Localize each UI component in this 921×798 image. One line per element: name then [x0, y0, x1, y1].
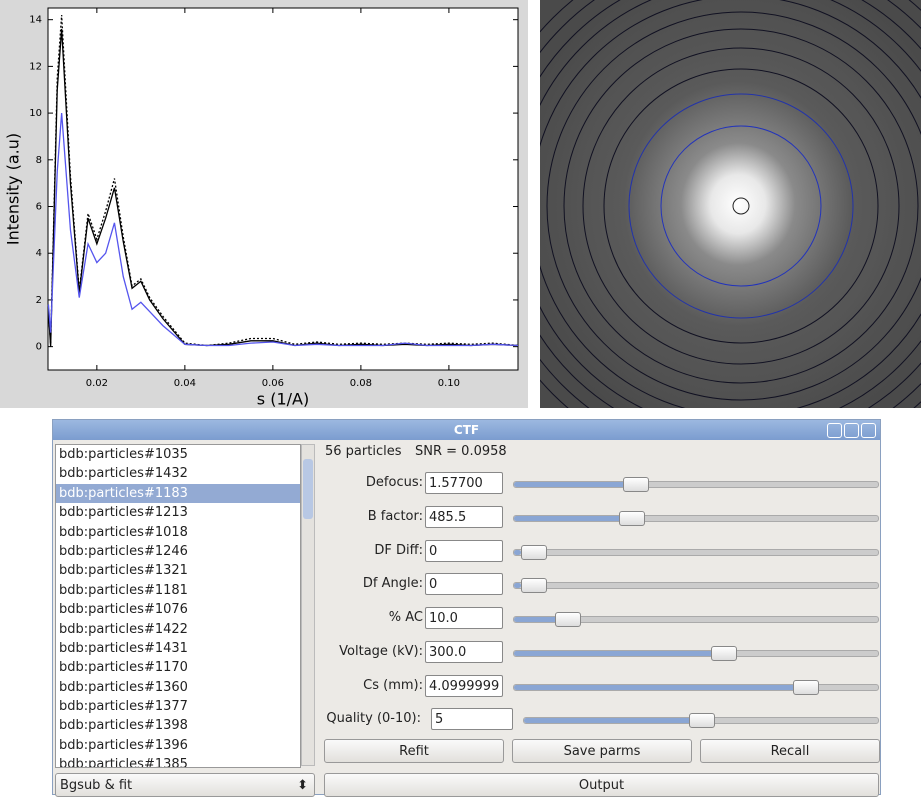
intensity-plot: s (1/A) Intensity (a.u) 0 2 4 6 8 10 12 14 0.02 0…: [0, 0, 528, 408]
y-tick-label: 0: [36, 342, 42, 353]
slider-handle[interactable]: [711, 646, 738, 661]
slider[interactable]: [513, 680, 879, 695]
particle-item[interactable]: bdb:particles#1422: [59, 621, 188, 637]
y-tick-label: 4: [36, 248, 42, 259]
particle-item[interactable]: bdb:particles#1377: [59, 699, 188, 715]
mode-combobox[interactable]: Bgsub & fit ⬍: [55, 773, 315, 797]
particle-list[interactable]: bdb:particles#1035 bdb:particles#1432 bdb:…: [55, 444, 301, 768]
ctf-rings: [540, 0, 921, 408]
particle-item[interactable]: bdb:particles#1213: [59, 505, 188, 521]
x-tick-label: 0.08: [350, 378, 372, 389]
field-input[interactable]: 485.5: [425, 506, 503, 528]
field-input[interactable]: 1.57700: [425, 472, 503, 494]
y-tick-label: 8: [36, 155, 42, 166]
slider-fill: [514, 516, 627, 521]
particle-item[interactable]: bdb:particles#1398: [59, 718, 188, 734]
slider-fill: [514, 482, 631, 487]
particle-count: 56 particles: [325, 444, 402, 459]
field-input[interactable]: 10.0: [425, 607, 503, 629]
field-label: Cs (mm):: [363, 678, 423, 693]
slider[interactable]: [513, 477, 879, 492]
slider-handle[interactable]: [689, 713, 715, 728]
x-axis-label: s (1/A): [257, 390, 309, 409]
mode-value: Bgsub & fit: [60, 778, 133, 793]
maximize-button[interactable]: [844, 423, 859, 438]
field-input[interactable]: 0: [425, 573, 503, 595]
particle-item[interactable]: bdb:particles#1246: [59, 543, 188, 559]
slider-fill: [514, 685, 813, 690]
particle-item[interactable]: bdb:particles#1170: [59, 660, 188, 676]
y-tick-label: 14: [29, 15, 42, 26]
combo-arrow: ⬍: [297, 778, 308, 793]
title-bar: CTF: [53, 420, 880, 440]
particle-item[interactable]: bdb:particles#1321: [59, 563, 188, 579]
action-button[interactable]: Recall: [700, 739, 880, 763]
output-button[interactable]: Output: [324, 773, 879, 797]
data-line: [47, 113, 519, 347]
particle-item[interactable]: bdb:particles#1360: [59, 679, 188, 695]
action-button[interactable]: Refit: [324, 739, 504, 763]
field-label: Voltage (kV):: [339, 644, 423, 659]
close-button[interactable]: [861, 423, 876, 438]
x-tick-label: 0.02: [86, 378, 108, 389]
field-input[interactable]: 5: [431, 708, 513, 730]
slider[interactable]: [513, 511, 879, 526]
list-scrollbar[interactable]: [301, 444, 315, 766]
action-button[interactable]: Save parms: [512, 739, 692, 763]
x-tick-label: 0.04: [174, 378, 196, 389]
x-tick-label: 0.10: [438, 378, 460, 389]
slider-handle[interactable]: [792, 680, 819, 695]
field-label: DF Diff:: [374, 543, 423, 558]
particle-item[interactable]: bdb:particles#1018: [59, 524, 188, 540]
slider-fill: [514, 583, 522, 588]
slider[interactable]: [513, 646, 879, 661]
slider-fill: [514, 617, 558, 622]
y-tick-label: 6: [36, 202, 42, 213]
particle-item[interactable]: bdb:particles#1035: [59, 447, 188, 462]
particle-item[interactable]: bdb:particles#1431: [59, 640, 188, 656]
particle-item[interactable]: bdb:particles#1396: [59, 737, 188, 753]
particle-item[interactable]: bdb:particles#1181: [59, 582, 188, 598]
field-input[interactable]: 4.0999999: [425, 675, 503, 697]
power-spectrum-image: [540, 0, 921, 408]
slider[interactable]: [523, 713, 879, 728]
y-axis-label: Intensity (a.u): [4, 133, 23, 245]
output-label: Output: [578, 778, 625, 793]
field-label: % AC: [388, 610, 423, 625]
snr: SNR = 0.0958: [415, 444, 507, 459]
particle-item[interactable]: bdb:particles#1183: [56, 483, 300, 504]
image-bg: [540, 0, 921, 408]
field-label: Quality (0-10):: [326, 711, 421, 726]
scroll-thumb[interactable]: [303, 459, 313, 519]
slider[interactable]: [513, 545, 879, 560]
particle-item[interactable]: bdb:particles#1076: [59, 602, 188, 618]
slider-fill: [514, 550, 522, 555]
slider[interactable]: [513, 578, 879, 593]
y-tick-label: 2: [36, 295, 42, 306]
field-input[interactable]: 300.0: [425, 641, 503, 663]
slider-handle[interactable]: [622, 477, 649, 492]
y-tick-label: 12: [29, 61, 42, 72]
minimize-button[interactable]: [827, 423, 842, 438]
y-tick-label: 10: [29, 108, 42, 119]
slider[interactable]: [513, 612, 879, 627]
slider-handle[interactable]: [619, 511, 646, 526]
slider-fill: [514, 651, 726, 656]
plot-area: [47, 7, 519, 371]
field-label: Df Angle:: [362, 576, 423, 591]
slider-fill: [524, 718, 701, 723]
slider-handle[interactable]: [554, 612, 581, 627]
slider-handle[interactable]: [520, 578, 547, 593]
ctf-window: CTF bdb:particles#1035 bdb:particles#1432…: [52, 419, 881, 797]
slider-handle[interactable]: [520, 545, 547, 560]
field-input[interactable]: 0: [425, 540, 503, 562]
particle-item[interactable]: bdb:particles#1385: [59, 757, 188, 768]
field-label: Defocus:: [365, 475, 423, 490]
window-title: CTF: [453, 423, 480, 437]
x-tick-label: 0.06: [262, 378, 284, 389]
particle-item[interactable]: bdb:particles#1432: [59, 466, 188, 482]
field-label: B factor:: [367, 509, 423, 524]
